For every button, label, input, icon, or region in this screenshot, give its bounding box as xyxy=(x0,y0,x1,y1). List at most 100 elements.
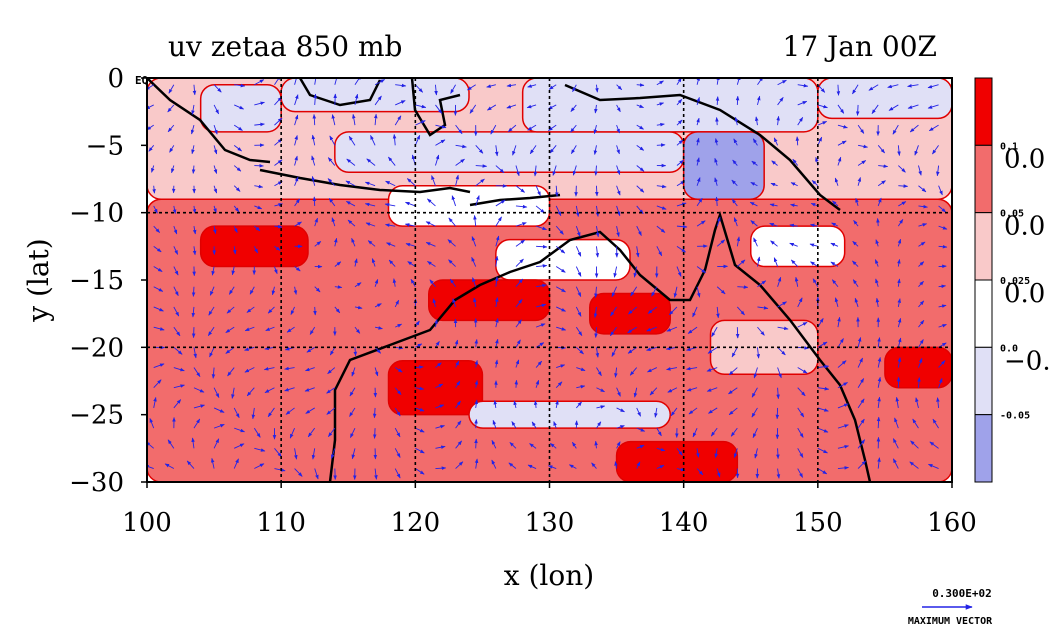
wind-vector-696 xyxy=(474,419,478,429)
wind-vector-147 xyxy=(696,137,700,146)
wind-vector-105 xyxy=(656,122,665,127)
wind-vector-272 xyxy=(790,203,798,208)
wind-vector-570 xyxy=(351,367,356,377)
wind-vector-590 xyxy=(753,367,758,379)
wind-vector-530 xyxy=(353,347,358,357)
y-tick-label-20: −20 xyxy=(69,333,124,363)
wind-vector-326 xyxy=(274,245,281,251)
wind-vector-65 xyxy=(656,102,665,106)
wind-vector-380 xyxy=(555,266,566,273)
wind-vector-369 xyxy=(334,261,342,267)
wind-vector-353 xyxy=(809,243,818,247)
wind-vector-585 xyxy=(647,367,658,373)
wind-vector-583 xyxy=(614,367,618,378)
wind-vector-355 xyxy=(852,241,859,247)
wind-vector-431 xyxy=(777,276,782,287)
wind-vector-497 xyxy=(495,318,499,328)
wind-vector-146 xyxy=(676,139,684,146)
wind-vector-351 xyxy=(770,240,778,247)
wind-vector-76 xyxy=(871,104,879,114)
wind-vector-338 xyxy=(515,239,526,247)
wind-vector-707 xyxy=(692,427,698,438)
wind-vector-101 xyxy=(570,124,577,133)
wind-vector-160 xyxy=(151,165,155,173)
wind-vector-232 xyxy=(790,182,798,187)
wind-vector-34 xyxy=(836,84,841,96)
reference-vector-caption: MAXIMUM VECTOR xyxy=(908,616,993,627)
colorbar-big-label-0: 0.0 xyxy=(1004,144,1045,174)
wind-vector-341 xyxy=(575,246,582,257)
wind-vector-6 xyxy=(274,78,281,85)
wind-vector-511 xyxy=(777,326,789,331)
field-region-6 xyxy=(817,78,952,120)
wind-vector-506 xyxy=(666,326,678,332)
wind-vector-314 xyxy=(831,222,839,227)
wind-vector-785 xyxy=(656,464,665,469)
wind-vector-796 xyxy=(877,457,881,469)
wind-vector-422 xyxy=(594,286,598,299)
wind-vector-416 xyxy=(472,277,477,287)
wind-vector-298 xyxy=(515,222,527,227)
wind-vector-397 xyxy=(897,259,901,267)
wind-vector-598 xyxy=(918,357,923,368)
wind-vector-764 xyxy=(233,458,239,469)
wind-vector-439 xyxy=(938,284,946,289)
wind-vector-715 xyxy=(857,418,865,429)
wind-vector-479 xyxy=(938,304,947,308)
wind-vector-507 xyxy=(687,326,698,334)
wind-vector-331 xyxy=(367,240,376,247)
wind-vector-574 xyxy=(435,362,442,368)
wind-vector-328 xyxy=(314,241,322,247)
wind-vector-475 xyxy=(854,297,859,308)
wind-vector-417 xyxy=(494,276,499,287)
reference-vector-value: 0.300E+02 xyxy=(932,587,992,600)
wind-vector-732 xyxy=(394,448,401,458)
wind-vector-766 xyxy=(274,468,286,472)
wind-vector-9 xyxy=(334,78,339,85)
wind-vector-575 xyxy=(455,360,460,368)
wind-vector-452 xyxy=(394,299,400,308)
wind-vector-566 xyxy=(263,367,275,371)
wind-vector-434 xyxy=(831,279,839,288)
wind-vector-230 xyxy=(750,181,758,187)
wind-vector-420 xyxy=(555,286,566,293)
wind-vector-587 xyxy=(686,366,698,371)
wind-vector-346 xyxy=(676,245,686,253)
field-region-3 xyxy=(280,78,470,113)
wind-vector-768 xyxy=(314,468,319,480)
wind-vector-579 xyxy=(535,360,543,368)
colorbar-big-label-2: 0.0 xyxy=(1004,279,1045,309)
wind-vector-777 xyxy=(491,459,497,469)
wind-vector-730 xyxy=(351,448,356,460)
wind-vector-593 xyxy=(817,364,830,369)
colorbar-level-label-2: 0.025 xyxy=(1000,276,1030,287)
wind-vector-541 xyxy=(576,347,584,355)
x-tick-label-150: 150 xyxy=(793,508,843,538)
wind-vector-534 xyxy=(435,341,440,348)
wind-vector-703 xyxy=(616,425,625,429)
wind-vector-538 xyxy=(515,339,521,348)
wind-vector-415 xyxy=(449,278,456,287)
wind-vector-211 xyxy=(364,181,376,187)
wind-vector-200 xyxy=(152,185,156,194)
wind-vector-50 xyxy=(354,93,359,106)
wind-vector-33 xyxy=(817,84,826,93)
wind-vector-305 xyxy=(656,225,666,233)
wind-vector-59 xyxy=(526,104,537,109)
wind-vector-721 xyxy=(167,439,175,449)
wind-vector-750 xyxy=(754,448,758,459)
wind-vector-132 xyxy=(392,133,397,146)
wind-vector-648 xyxy=(305,407,315,414)
wind-vector-601 xyxy=(173,384,185,389)
wind-vector-522 xyxy=(193,347,197,359)
wind-vector-646 xyxy=(267,407,275,418)
wind-vector-131 xyxy=(370,135,376,146)
wind-vector-729 xyxy=(330,448,336,460)
coastline-new-guinea xyxy=(564,83,841,211)
wind-vector-662 xyxy=(596,405,606,409)
wind-vector-264 xyxy=(636,205,644,215)
wind-vector-249 xyxy=(328,197,336,207)
wind-vector-486 xyxy=(265,326,275,332)
wind-vector-783 xyxy=(614,461,618,469)
wind-vector-658 xyxy=(513,400,517,409)
